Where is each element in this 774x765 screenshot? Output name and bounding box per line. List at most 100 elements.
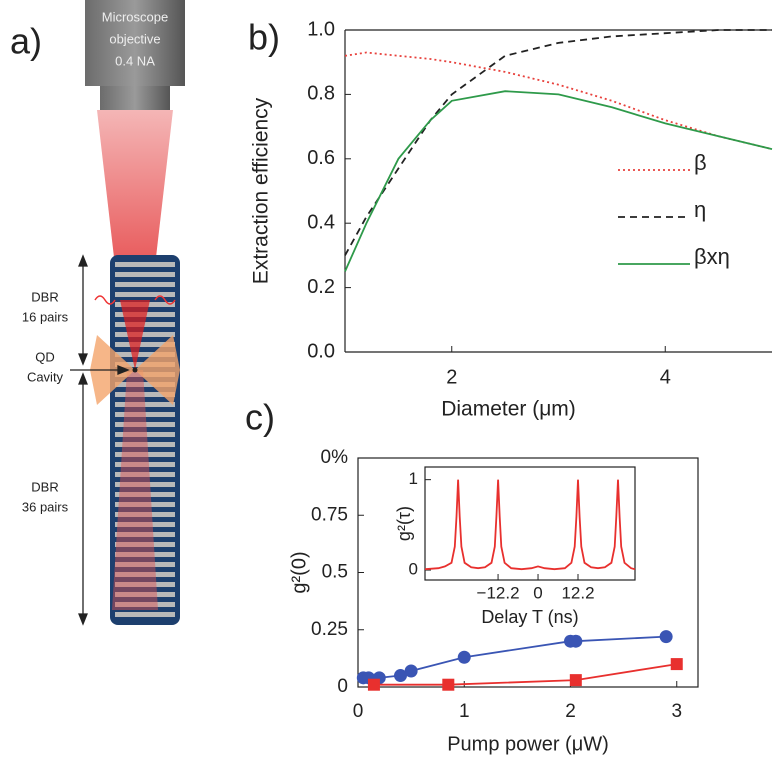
stripe <box>115 342 175 347</box>
emission <box>94 295 176 305</box>
dbr-stripes <box>115 262 175 617</box>
y-tick-label: 0.8 <box>307 83 335 105</box>
stripe <box>115 582 175 587</box>
stripe <box>115 482 175 487</box>
y-axis-label: g²(τ) <box>394 506 414 541</box>
point <box>457 650 471 664</box>
stripe <box>115 542 175 547</box>
arrowhead <box>78 613 88 626</box>
series-line <box>373 663 677 686</box>
stripe <box>115 382 175 387</box>
stripe <box>115 492 175 497</box>
x-tick-label: 0 <box>533 583 542 602</box>
point <box>404 664 418 678</box>
arrowhead <box>78 353 88 366</box>
objective-tip <box>100 86 170 110</box>
x-axis-label: Pump power (μW) <box>447 733 609 755</box>
stripe <box>115 442 175 447</box>
stripe <box>115 452 175 457</box>
y-tick-label: 0.2 <box>307 276 335 298</box>
panel-label: c) <box>245 397 275 438</box>
y-tick-label: 0.0 <box>307 340 335 362</box>
x-tick-label: −12.2 <box>477 583 520 602</box>
diagram: a) Microscope objective 0.4 NA DBR 16 pa… <box>10 0 185 626</box>
series-line <box>344 29 772 256</box>
stripe <box>115 612 175 617</box>
arrowhead <box>78 372 88 385</box>
stripe <box>115 602 175 607</box>
point <box>442 678 455 691</box>
x-tick-label: 0 <box>353 701 364 722</box>
objective-body <box>85 0 185 86</box>
y-tick-label: 1 <box>409 469 418 488</box>
stripe <box>115 332 175 337</box>
stripe <box>115 552 175 557</box>
objective-text: Microscope <box>102 9 168 24</box>
stripe <box>115 352 175 357</box>
y-top-label: 0% <box>321 447 349 468</box>
y-tick-label: 0 <box>337 676 348 697</box>
beam <box>97 110 173 370</box>
cavity-mode <box>135 335 180 405</box>
stripe <box>115 262 175 267</box>
series-line <box>424 479 636 571</box>
y-tick-label: 0.75 <box>311 504 348 525</box>
y-tick-label: 0.6 <box>307 147 335 169</box>
legend-label: η <box>694 197 706 222</box>
x-tick-label: 2 <box>446 366 457 388</box>
x-tick-label: 4 <box>660 366 671 388</box>
stripe <box>115 432 175 437</box>
stripe <box>115 322 175 327</box>
stripe <box>115 532 175 537</box>
point <box>659 630 673 644</box>
x-axis-label: Diameter (μm) <box>441 398 576 421</box>
y-tick-label: 0.5 <box>322 562 348 583</box>
stripe <box>115 472 175 477</box>
arrowhead <box>117 365 130 375</box>
quantum-dot <box>132 367 138 373</box>
label: DBR <box>31 479 58 494</box>
arrows <box>70 254 130 626</box>
y-axis-label: Extraction efficiency <box>250 97 273 284</box>
x-axis-label: Delay T (ns) <box>481 607 578 627</box>
panel-label: b) <box>248 17 280 58</box>
objective-text: objective <box>109 31 160 46</box>
x-tick-label: 3 <box>671 701 682 722</box>
stripe <box>115 292 175 297</box>
label: Cavity <box>27 369 64 384</box>
stripe <box>115 462 175 467</box>
stripe <box>115 422 175 427</box>
point <box>569 674 582 687</box>
point <box>367 678 380 691</box>
point <box>569 634 583 648</box>
panel-label: a) <box>10 21 42 62</box>
legend-label: β <box>694 150 707 175</box>
point <box>394 669 407 683</box>
stripe <box>115 272 175 277</box>
stripe <box>115 412 175 417</box>
stripe <box>115 522 175 527</box>
series-line <box>344 90 773 272</box>
label: 16 pairs <box>22 309 69 324</box>
y-tick-label: 0 <box>409 560 418 579</box>
arrowhead <box>78 254 88 267</box>
objective-text: 0.4 NA <box>115 53 155 68</box>
x-tick-label: 12.2 <box>561 583 594 602</box>
y-tick-label: 1.0 <box>307 18 335 40</box>
stripe <box>115 282 175 287</box>
x-tick-label: 1 <box>459 701 470 722</box>
point <box>670 658 683 671</box>
stripe <box>115 392 175 397</box>
label: 36 pairs <box>22 499 69 514</box>
stripe <box>115 502 175 507</box>
stripe <box>115 572 175 577</box>
beam-core <box>120 300 150 370</box>
y-tick-label: 0.25 <box>311 619 348 640</box>
stripe <box>115 512 175 517</box>
y-axis-label: g²(0) <box>288 551 310 593</box>
label: DBR <box>31 289 58 304</box>
x-tick-label: 2 <box>565 701 576 722</box>
stripe <box>115 592 175 597</box>
stripe <box>115 402 175 407</box>
